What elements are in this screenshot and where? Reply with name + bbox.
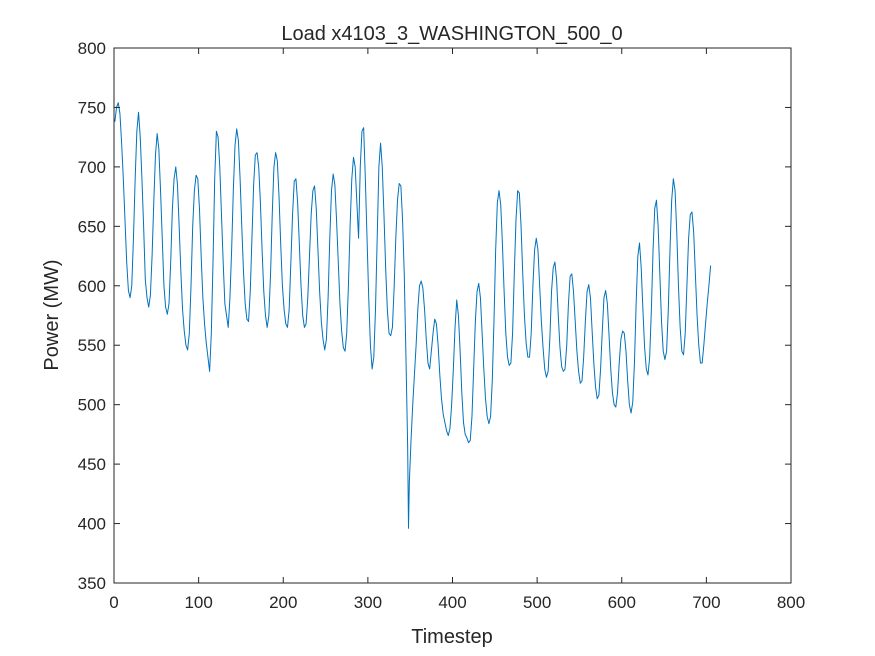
x-axis-ticks: 0 100 200 300 400 500 600 700 800: [109, 48, 805, 612]
x-tick-label: 400: [438, 593, 466, 612]
y-axis-ticks: 350 400 450 500 550 600 650 700 750 800: [78, 39, 791, 593]
y-tick-label: 750: [78, 98, 106, 117]
x-axis-label: Timestep: [411, 626, 493, 648]
series-layer: [114, 102, 712, 529]
y-axis-label: Power (MW): [41, 259, 63, 370]
chart-title: Load x4103_3_WASHINGTON_500_0: [281, 23, 622, 45]
y-tick-label: 800: [78, 39, 106, 58]
x-tick-label: 0: [109, 593, 118, 612]
x-tick-label: 800: [777, 593, 805, 612]
x-tick-label: 200: [269, 593, 297, 612]
x-tick-label: 100: [184, 593, 212, 612]
plot-area: [114, 48, 791, 583]
x-tick-label: 300: [354, 593, 382, 612]
y-tick-label: 550: [78, 336, 106, 355]
x-tick-label: 600: [608, 593, 636, 612]
y-tick-label: 450: [78, 455, 106, 474]
y-tick-label: 700: [78, 158, 106, 177]
x-tick-label: 700: [692, 593, 720, 612]
x-tick-label: 500: [523, 593, 551, 612]
y-tick-label: 350: [78, 574, 106, 593]
series-line-0: [114, 102, 712, 529]
y-tick-label: 650: [78, 217, 106, 236]
y-tick-label: 500: [78, 396, 106, 415]
y-tick-label: 400: [78, 515, 106, 534]
y-tick-label: 600: [78, 277, 106, 296]
